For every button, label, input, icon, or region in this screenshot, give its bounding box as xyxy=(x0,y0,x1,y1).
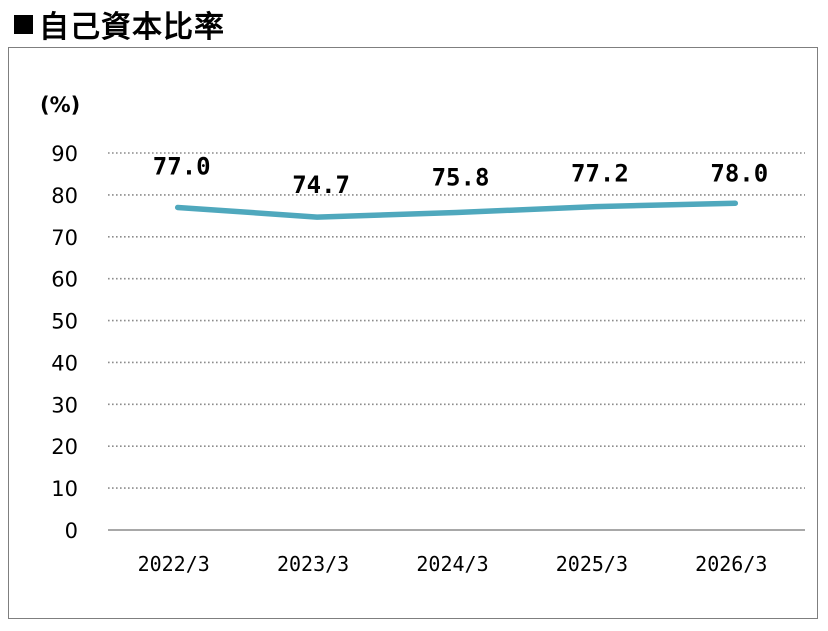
data-label: 77.0 xyxy=(153,152,211,180)
data-label: 75.8 xyxy=(432,163,490,191)
y-tick-label: 90 xyxy=(51,142,78,166)
heading-square-marker xyxy=(14,14,33,34)
gridlines xyxy=(108,152,805,489)
chart-frame xyxy=(8,47,818,619)
heading-title: 自己資本比率 xyxy=(39,10,225,45)
x-category-label: 2024/3 xyxy=(416,552,488,576)
labels: 77.0 74.7 75.8 77.2 78.0 xyxy=(153,152,768,199)
data-label: 78.0 xyxy=(710,159,768,187)
y-tick-label: 20 xyxy=(51,435,78,459)
series-line xyxy=(174,200,739,220)
chart-heading: 自己資本比率 xyxy=(12,4,225,45)
x-category-label: 2025/3 xyxy=(556,552,628,576)
y-tick-label: 70 xyxy=(51,226,78,250)
data-label: 74.7 xyxy=(292,171,350,199)
y-tick-label: 30 xyxy=(51,393,78,417)
series xyxy=(174,200,739,220)
axes: 0 10 20 30 40 50 60 70 80 90 (%) 2022/3 2023/3 2024/3… xyxy=(40,93,805,576)
y-tick-label: 60 xyxy=(51,268,78,292)
y-tick-label: 80 xyxy=(51,184,78,208)
data-label: 77.2 xyxy=(571,160,629,188)
x-category-label: 2022/3 xyxy=(138,552,210,576)
y-tick-label: 10 xyxy=(51,477,78,501)
y-tick-label: 0 xyxy=(65,519,78,543)
y-tick-label: 50 xyxy=(51,310,78,334)
y-tick-label: 40 xyxy=(51,351,78,375)
x-category-label: 2023/3 xyxy=(277,552,349,576)
x-category-label: 2026/3 xyxy=(695,552,767,576)
y-unit-label: (%) xyxy=(40,93,80,117)
